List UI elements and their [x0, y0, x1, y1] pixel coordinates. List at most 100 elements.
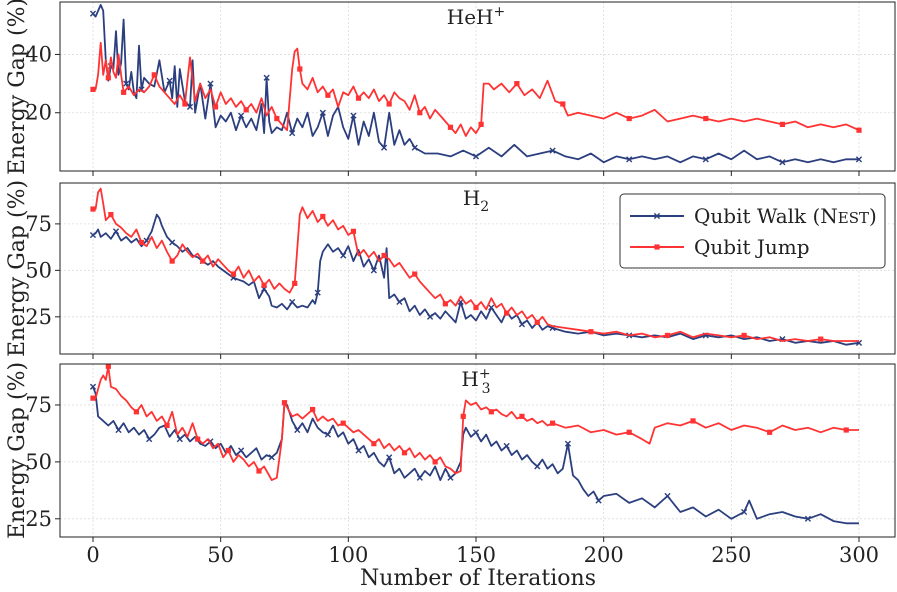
- panel-frame: [59, 182, 896, 355]
- data-point-marker: [856, 127, 862, 133]
- data-point-marker: [340, 420, 346, 426]
- x-tick-label: 150: [456, 543, 496, 567]
- data-point-marker: [268, 454, 275, 461]
- data-point-marker: [741, 508, 748, 516]
- data-point-marker: [105, 75, 111, 81]
- data-point-marker: [186, 103, 194, 110]
- data-point-marker: [176, 436, 183, 443]
- y-axis-label: Energy Gap (%): [5, 0, 30, 175]
- data-point-marker: [472, 429, 480, 436]
- data-point-marker: [534, 463, 541, 470]
- data-point-marker: [432, 459, 438, 465]
- series-qubit-jump-panel-3: [90, 364, 859, 481]
- data-point-marker: [225, 447, 231, 454]
- series-line: [93, 187, 859, 342]
- data-point-marker: [166, 77, 173, 84]
- data-point-marker: [89, 10, 97, 17]
- data-point-marker: [703, 115, 709, 122]
- data-point-marker: [289, 130, 296, 137]
- data-point-marker: [514, 80, 520, 87]
- data-point-marker: [340, 252, 347, 259]
- data-point-marker: [588, 329, 594, 335]
- data-point-marker: [324, 431, 332, 438]
- data-point-marker: [294, 426, 301, 434]
- x-tick-label: 250: [711, 543, 751, 567]
- legend-entry-qubit-walk: Qubit Walk (NEST): [630, 204, 877, 228]
- data-point-marker: [560, 101, 566, 107]
- data-point-marker: [488, 409, 494, 415]
- data-point-marker: [133, 409, 140, 415]
- data-point-marker: [350, 228, 357, 234]
- data-point-marker: [447, 124, 454, 130]
- data-point-marker: [779, 121, 785, 127]
- data-point-marker: [460, 413, 466, 419]
- data-point-marker: [292, 280, 298, 286]
- panel-title: H+ 3: [461, 366, 490, 397]
- data-point-marker: [281, 400, 288, 406]
- data-point-marker: [416, 474, 423, 481]
- series-line: [92, 4, 859, 164]
- legend-label: Qubit Jump: [694, 235, 810, 259]
- series-qubit-walk-panel-3: [89, 383, 859, 525]
- data-point-marker: [200, 258, 206, 264]
- data-point-marker: [664, 492, 671, 500]
- y-tick-label: 50: [25, 258, 52, 282]
- data-point-marker: [488, 304, 495, 311]
- data-point-marker: [230, 271, 237, 277]
- series-qubit-jump-panel-1: [90, 41, 862, 137]
- data-point-marker: [297, 66, 303, 72]
- data-point-marker: [426, 313, 434, 320]
- data-point-marker: [534, 319, 540, 326]
- legend-entry-qubit-jump: Qubit Jump: [630, 235, 810, 259]
- y-tick-label: 50: [25, 450, 52, 474]
- data-point-marker: [843, 427, 849, 433]
- data-point-marker: [386, 101, 392, 107]
- data-point-marker: [381, 252, 387, 259]
- data-point-marker: [664, 332, 671, 339]
- data-point-marker: [412, 271, 418, 277]
- panel-title: HeH+: [447, 4, 505, 29]
- data-point-marker: [626, 429, 632, 435]
- data-point-marker: [473, 304, 479, 311]
- x-axis-label: Number of Iterations: [360, 566, 596, 591]
- panel-frame: [59, 363, 896, 538]
- y-tick-label: 40: [25, 42, 52, 66]
- data-point-marker: [447, 474, 454, 481]
- series-line: [92, 386, 859, 525]
- data-point-marker: [690, 418, 696, 424]
- data-point-marker: [564, 440, 572, 447]
- data-point-marker: [370, 267, 377, 274]
- data-point-marker: [164, 422, 170, 429]
- y-tick-label: 75: [25, 393, 52, 417]
- data-point-marker: [595, 497, 602, 504]
- data-point-marker: [386, 454, 393, 461]
- data-point-marker: [256, 468, 262, 474]
- x-tick-label: 0: [86, 543, 99, 567]
- data-point-marker: [702, 156, 709, 163]
- legend-label: Qubit Walk (NEST): [694, 204, 877, 228]
- data-point-marker: [741, 332, 747, 339]
- y-tick-label: 25: [25, 507, 52, 531]
- legend-box: [619, 193, 886, 269]
- data-point-marker: [504, 310, 510, 316]
- data-point-marker: [442, 301, 448, 307]
- data-point-marker: [355, 95, 362, 101]
- data-point-marker: [151, 72, 157, 78]
- data-point-marker: [319, 109, 326, 116]
- legend-marker: [654, 244, 660, 250]
- data-point-marker: [626, 156, 633, 163]
- data-point-marker: [314, 289, 321, 296]
- data-point-marker: [237, 447, 245, 454]
- data-point-marker: [123, 80, 130, 87]
- data-point-marker: [112, 228, 120, 235]
- y-tick-label: 25: [25, 305, 52, 329]
- x-tick-label: 300: [839, 543, 879, 567]
- data-point-marker: [380, 144, 388, 151]
- data-point-marker: [263, 74, 270, 81]
- panel-title: H2: [463, 186, 489, 215]
- data-point-marker: [396, 298, 403, 306]
- y-axis-label: Energy Gap (%): [5, 180, 30, 357]
